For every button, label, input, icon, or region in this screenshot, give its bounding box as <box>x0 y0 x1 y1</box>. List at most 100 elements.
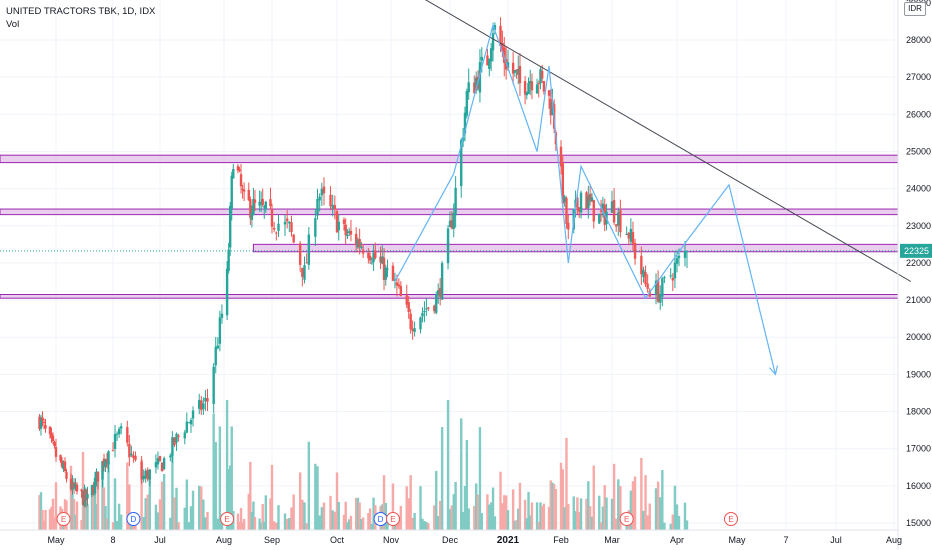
candle-body <box>115 433 119 435</box>
volume-label[interactable]: Vol <box>6 19 20 30</box>
volume-bar <box>305 523 308 530</box>
candle-body <box>107 451 110 465</box>
volume-bar <box>238 521 241 530</box>
dividend-marker[interactable]: D <box>126 512 141 526</box>
volume-bar <box>292 494 295 530</box>
volume-bar <box>567 504 570 530</box>
volume-bar <box>277 505 280 530</box>
volume-bar <box>111 522 115 530</box>
candle-body <box>60 460 64 467</box>
candle-body <box>654 280 658 296</box>
volume-bar <box>175 487 178 530</box>
volume-bar <box>242 518 246 530</box>
candle-body <box>527 82 530 94</box>
volume-bar <box>303 502 306 530</box>
symbol-title[interactable]: UNITED TRACTORS TBK, 1D, IDX <box>6 6 156 17</box>
volume-bar <box>517 508 520 530</box>
volume-bar <box>228 465 232 530</box>
dividend-marker[interactable]: D <box>373 512 388 526</box>
earnings-marker[interactable]: E <box>56 512 71 526</box>
volume-bar <box>489 502 493 530</box>
volume-bar <box>83 486 86 530</box>
candle-body <box>335 211 339 233</box>
candle-body <box>671 277 675 281</box>
candle-body <box>218 317 222 344</box>
candle-body <box>407 302 410 313</box>
volume-bar <box>503 495 506 530</box>
earnings-marker[interactable]: E <box>619 512 634 526</box>
candle-body <box>169 455 172 458</box>
volume-bar <box>171 451 174 530</box>
candle-body <box>397 284 401 287</box>
candle-body <box>111 450 115 452</box>
volume-bar <box>685 520 689 530</box>
earnings-marker[interactable]: E <box>385 512 400 526</box>
volume-bar <box>227 469 230 530</box>
time-tick-label: Aug <box>216 535 232 545</box>
volume-bar <box>539 502 542 530</box>
earnings-marker[interactable]: E <box>220 512 235 526</box>
candle-body <box>515 69 518 71</box>
candle-body <box>96 471 100 482</box>
volume-bar <box>50 506 53 530</box>
candle-body <box>465 90 469 116</box>
volume-bar <box>283 513 287 530</box>
candle-body <box>322 186 326 194</box>
candle-body <box>318 196 321 201</box>
candle-body <box>62 463 65 469</box>
candle-body <box>252 198 255 215</box>
candle-body <box>627 232 630 239</box>
drawings[interactable] <box>394 0 912 376</box>
candle-body <box>517 68 520 75</box>
volume-bar <box>177 522 180 530</box>
volume-bar <box>250 511 254 530</box>
volume-bar <box>440 427 444 530</box>
candle-body <box>242 189 246 192</box>
volume-bar <box>212 413 215 530</box>
volume-bar <box>411 517 414 530</box>
volume-bar <box>101 462 104 530</box>
volume-bar <box>298 472 302 530</box>
candle-body <box>41 417 44 421</box>
candle-body <box>144 470 147 479</box>
volume-bar <box>463 485 467 530</box>
volume-bar <box>264 495 268 530</box>
volume-bar <box>612 463 616 530</box>
volume-bar <box>644 475 647 530</box>
price-tick-label: 18000 <box>906 407 931 417</box>
candle-body <box>601 203 605 211</box>
candle-body <box>488 59 491 69</box>
time-axis[interactable]: May 8 Jul Aug Sep Oct Nov Dec 2021 Feb Mar Apr May 7 J… <box>0 529 902 546</box>
candle-body <box>320 188 324 196</box>
candle-body <box>269 199 272 207</box>
candle-body <box>183 432 186 439</box>
candle-body <box>518 66 522 84</box>
volume-bar <box>454 481 457 530</box>
candle-body <box>438 288 442 297</box>
zone-band <box>0 294 899 299</box>
candle-body <box>272 227 276 230</box>
volume-bar <box>588 506 592 530</box>
candle-body <box>446 228 450 264</box>
candle-body <box>270 209 274 227</box>
candle-body <box>590 197 594 202</box>
candle-body <box>629 228 633 242</box>
price-tick-label: 24000 <box>906 184 931 194</box>
time-tick-label: Jul <box>830 535 842 545</box>
candle-body <box>673 262 677 279</box>
volume-bar <box>671 514 675 530</box>
candle-body <box>261 199 264 205</box>
candle-body <box>491 33 495 51</box>
price-axis[interactable]: 15000 16000 17000 18000 19000 20000 21000 22000… <box>897 0 932 550</box>
volume-bar <box>314 463 317 530</box>
volume-bar <box>92 491 95 530</box>
earnings-marker[interactable]: E <box>724 512 738 526</box>
volume-bar <box>307 441 311 530</box>
candle-body <box>132 455 135 458</box>
candle-body <box>105 459 109 463</box>
candle-body <box>212 366 215 405</box>
volume-bar <box>249 461 252 530</box>
